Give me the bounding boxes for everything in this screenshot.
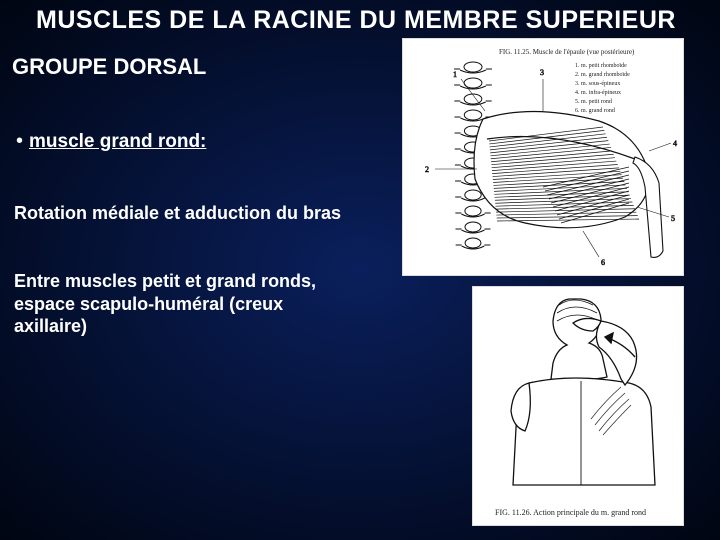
svg-text:5: 5 — [671, 214, 675, 223]
svg-text:3: 3 — [540, 68, 544, 77]
bullet-dot-icon: • — [16, 130, 23, 153]
svg-text:4. m. infra-épineux: 4. m. infra-épineux — [575, 89, 621, 96]
svg-text:4: 4 — [673, 139, 677, 148]
figure-epaule-posterieure: FIG. 11.25. Muscle de l'épaule (vue post… — [402, 38, 684, 276]
svg-text:2: 2 — [425, 165, 429, 174]
figure-action-grand-rond: FIG. 11.26. Action principale du m. gran… — [472, 286, 684, 526]
bullet-label: muscle grand rond: — [29, 131, 206, 153]
svg-text:6. m. grand rond: 6. m. grand rond — [575, 108, 615, 114]
figure-bottom-caption: FIG. 11.26. Action principale du m. gran… — [495, 508, 646, 517]
paragraph-espace: Entre muscles petit et grand ronds, espa… — [14, 270, 344, 338]
paragraph-rotation: Rotation médiale et adduction du bras — [14, 202, 344, 225]
svg-text:2. m. grand rhomboïde: 2. m. grand rhomboïde — [575, 72, 630, 78]
svg-text:1: 1 — [453, 70, 457, 79]
bullet-item: • muscle grand rond: — [16, 130, 206, 153]
svg-text:6: 6 — [601, 258, 605, 267]
svg-text:5. m. petit rond: 5. m. petit rond — [575, 99, 612, 105]
page-title: MUSCLES DE LA RACINE DU MEMBRE SUPERIEUR — [36, 6, 696, 35]
figure-top-caption: FIG. 11.25. Muscle de l'épaule (vue post… — [499, 48, 635, 56]
svg-text:3. m. sous-épineux: 3. m. sous-épineux — [575, 81, 620, 87]
svg-text:1. m. petit rhomboïde: 1. m. petit rhomboïde — [575, 63, 627, 69]
section-subtitle: GROUPE DORSAL — [12, 54, 206, 80]
